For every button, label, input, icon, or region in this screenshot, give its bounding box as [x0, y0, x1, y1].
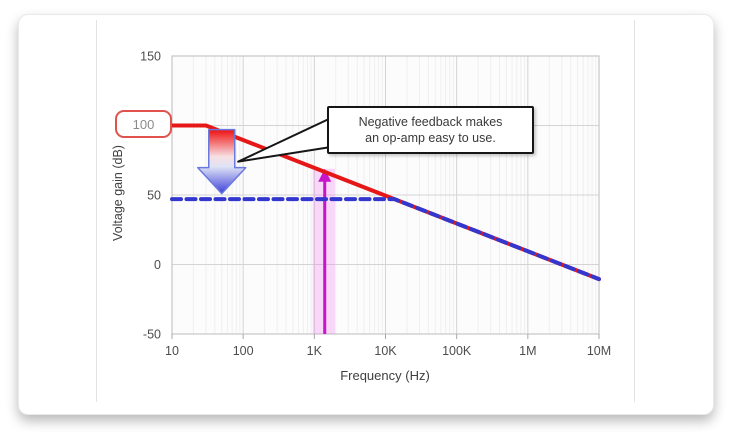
feedback-callout-line2: an op-amp easy to use.	[365, 131, 496, 145]
open-loop-gain-label: 100	[115, 110, 172, 138]
x-tick-label: 100K	[442, 344, 472, 358]
y-tick-label: -50	[143, 328, 161, 342]
down-arrow	[196, 128, 247, 195]
y-tick-label: 0	[154, 258, 161, 272]
y-axis-title: Voltage gain (dB)	[111, 145, 125, 241]
feedback-arrow-head	[318, 168, 332, 182]
y-tick-label: 150	[140, 50, 161, 64]
x-axis-title: Frequency (Hz)	[340, 368, 430, 383]
x-tick-label: 1M	[519, 344, 536, 358]
x-tick-label: 100	[233, 344, 254, 358]
x-tick-label: 10	[165, 344, 179, 358]
panel-divider-right	[634, 20, 635, 402]
annotation-under-layer	[312, 168, 335, 334]
feedback-callout: Negative feedback makes an op-amp easy t…	[327, 106, 534, 154]
x-tick-label: 10K	[374, 344, 397, 358]
x-tick-label: 1K	[307, 344, 323, 358]
feedback-callout-line1: Negative feedback makes	[358, 114, 503, 129]
x-tick-label: 10M	[587, 344, 611, 358]
y-tick-label: 50	[147, 189, 161, 203]
open-loop-gain-label-text: 100	[132, 116, 155, 132]
series-open-loop-gain	[170, 123, 601, 282]
panel-divider-left	[96, 20, 97, 402]
series-closed-loop-gain-with-feedback	[170, 197, 601, 282]
series-layer	[170, 123, 601, 282]
